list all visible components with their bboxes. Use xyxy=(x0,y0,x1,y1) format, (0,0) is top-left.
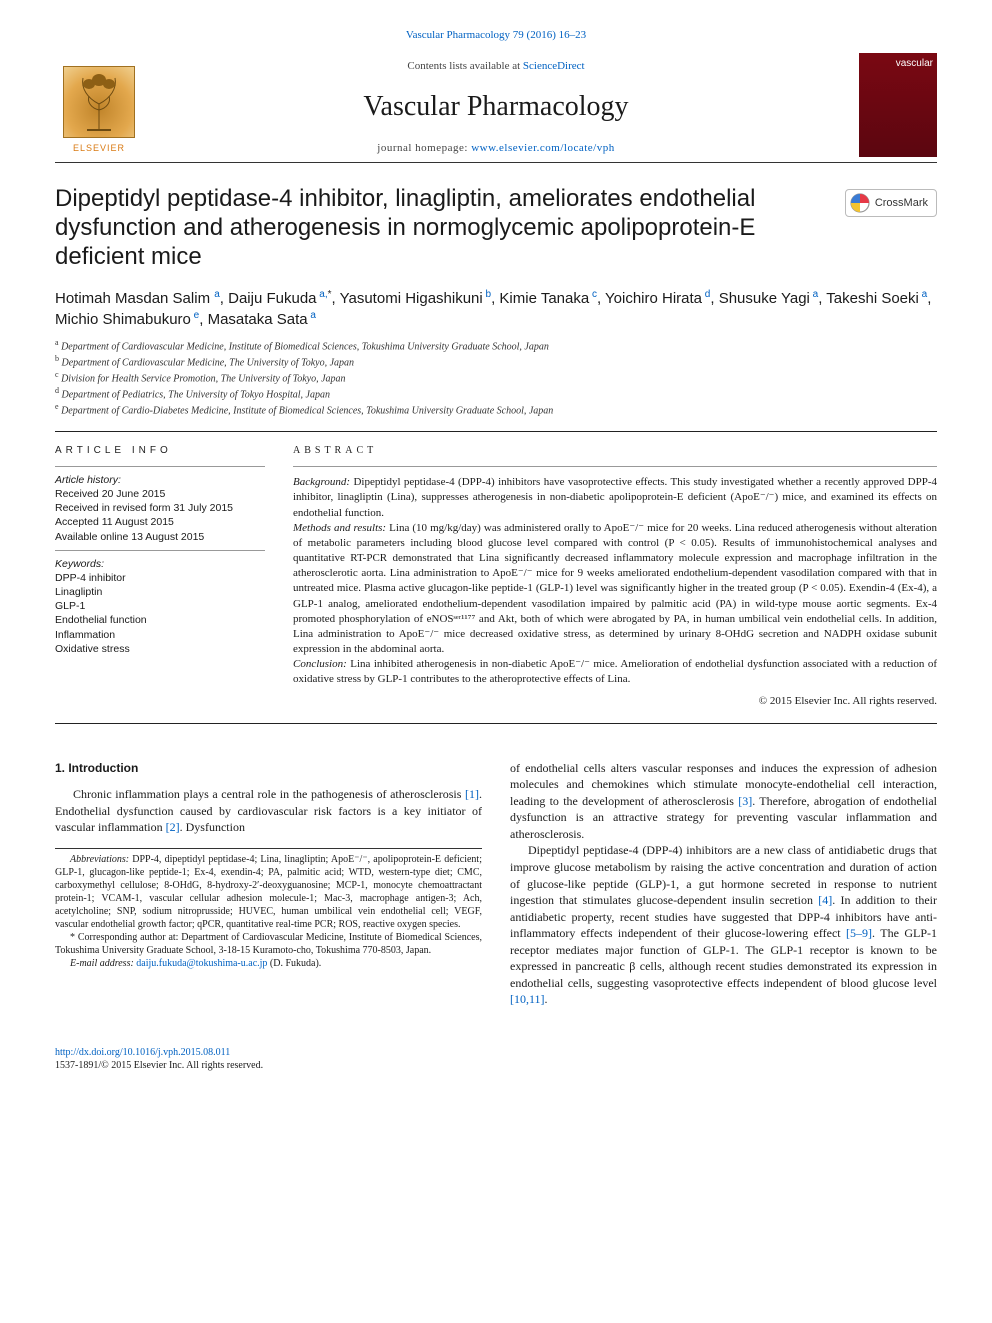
running-head: Vascular Pharmacology 79 (2016) 16–23 xyxy=(55,28,937,43)
email-link[interactable]: daiju.fukuda@tokushima-u.ac.jp xyxy=(136,958,267,969)
homepage-link[interactable]: www.elsevier.com/locate/vph xyxy=(471,142,615,154)
intro-para-2: of endothelial cells alters vascular res… xyxy=(510,760,937,843)
history-label: Article history: xyxy=(55,473,265,487)
ref-2-link[interactable]: [2] xyxy=(166,820,180,834)
homepage-prefix: journal homepage: xyxy=(377,142,471,154)
doi-block: http://dx.doi.org/10.1016/j.vph.2015.08.… xyxy=(55,1046,937,1072)
abbreviations: Abbreviations: DPP-4, dipeptidyl peptida… xyxy=(55,853,482,931)
left-column: 1. Introduction Chronic inflammation pla… xyxy=(55,760,482,1008)
article-info-head: ARTICLE INFO xyxy=(55,444,265,458)
masthead: ELSEVIER Contents lists available at Sci… xyxy=(55,53,937,163)
abstract: ABSTRACT Background: Dipeptidyl peptidas… xyxy=(293,444,937,708)
abstract-background: Background: Dipeptidyl peptidase-4 (DPP-… xyxy=(293,475,937,521)
cover-thumbnail: vascular xyxy=(849,53,937,158)
keyword: Inflammation xyxy=(55,628,265,642)
keyword: Endothelial function xyxy=(55,613,265,627)
intro-para-1: Chronic inflammation plays a central rol… xyxy=(55,786,482,836)
crossmark-label: CrossMark xyxy=(875,196,928,211)
author-list: Hotimah Masdan Salim a, Daiju Fukuda a,*… xyxy=(55,288,937,331)
abstract-conclusion: Conclusion: Lina inhibited atherogenesis… xyxy=(293,657,937,687)
article-info: ARTICLE INFO Article history: Received 2… xyxy=(55,444,265,708)
history-online: Available online 13 August 2015 xyxy=(55,530,265,544)
affiliations: a Department of Cardiovascular Medicine,… xyxy=(55,338,937,417)
history-accepted: Accepted 11 August 2015 xyxy=(55,515,265,529)
affiliation-c: c Division for Health Service Promotion,… xyxy=(55,370,937,386)
footnotes: Abbreviations: DPP-4, dipeptidyl peptida… xyxy=(55,848,482,970)
crossmark-icon xyxy=(850,193,870,213)
crossmark-button[interactable]: CrossMark xyxy=(845,189,937,217)
intro-heading: 1. Introduction xyxy=(55,760,482,777)
affiliation-b: b Department of Cardiovascular Medicine,… xyxy=(55,354,937,370)
keyword: GLP-1 xyxy=(55,599,265,613)
copyright-line: © 2015 Elsevier Inc. All rights reserved… xyxy=(293,694,937,709)
contents-prefix: Contents lists available at xyxy=(407,60,522,72)
doi-link[interactable]: http://dx.doi.org/10.1016/j.vph.2015.08.… xyxy=(55,1047,230,1058)
article-title: Dipeptidyl peptidase-4 inhibitor, linagl… xyxy=(55,185,937,271)
abstract-head: ABSTRACT xyxy=(293,444,937,458)
ref-1-link[interactable]: [1] xyxy=(465,787,479,801)
abstract-methods: Methods and results: Lina (10 mg/kg/day)… xyxy=(293,521,937,658)
keywords-label: Keywords: xyxy=(55,557,265,571)
keyword: Linagliptin xyxy=(55,585,265,599)
elsevier-tree-icon xyxy=(63,66,135,138)
affiliation-e: e Department of Cardio-Diabetes Medicine… xyxy=(55,402,937,418)
corresponding-author: * Corresponding author at: Department of… xyxy=(55,931,482,957)
ref-5-9-link[interactable]: [5–9] xyxy=(846,926,872,940)
journal-cover-icon: vascular xyxy=(859,53,937,157)
elsevier-wordmark: ELSEVIER xyxy=(73,142,125,154)
email-line: E-mail address: daiju.fukuda@tokushima-u… xyxy=(55,957,482,970)
keyword: Oxidative stress xyxy=(55,642,265,656)
affiliation-a: a Department of Cardiovascular Medicine,… xyxy=(55,338,937,354)
homepage-line: journal homepage: www.elsevier.com/locat… xyxy=(151,141,841,156)
keyword: DPP-4 inhibitor xyxy=(55,571,265,585)
intro-para-3: Dipeptidyl peptidase-4 (DPP-4) inhibitor… xyxy=(510,842,937,1007)
affiliation-d: d Department of Pediatrics, The Universi… xyxy=(55,386,937,402)
ref-10-11-link[interactable]: [10,11] xyxy=(510,992,545,1006)
history-revised: Received in revised form 31 July 2015 xyxy=(55,501,265,515)
elsevier-logo: ELSEVIER xyxy=(55,53,143,158)
keywords-list: DPP-4 inhibitor Linagliptin GLP-1 Endoth… xyxy=(55,571,265,656)
right-column: of endothelial cells alters vascular res… xyxy=(510,760,937,1008)
cover-label: vascular xyxy=(896,57,933,71)
journal-name: Vascular Pharmacology xyxy=(151,88,841,126)
history-received: Received 20 June 2015 xyxy=(55,487,265,501)
contents-line: Contents lists available at ScienceDirec… xyxy=(151,59,841,74)
ref-3-link[interactable]: [3] xyxy=(738,794,752,808)
sciencedirect-link[interactable]: ScienceDirect xyxy=(523,60,585,72)
ref-4-link[interactable]: [4] xyxy=(818,893,832,907)
issn-copyright: 1537-1891/© 2015 Elsevier Inc. All right… xyxy=(55,1060,263,1071)
